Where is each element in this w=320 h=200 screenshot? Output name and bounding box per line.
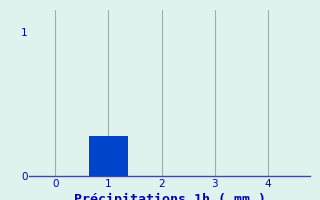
X-axis label: Précipitations 1h ( mm ): Précipitations 1h ( mm ) — [74, 193, 266, 200]
Bar — [89, 136, 128, 176]
